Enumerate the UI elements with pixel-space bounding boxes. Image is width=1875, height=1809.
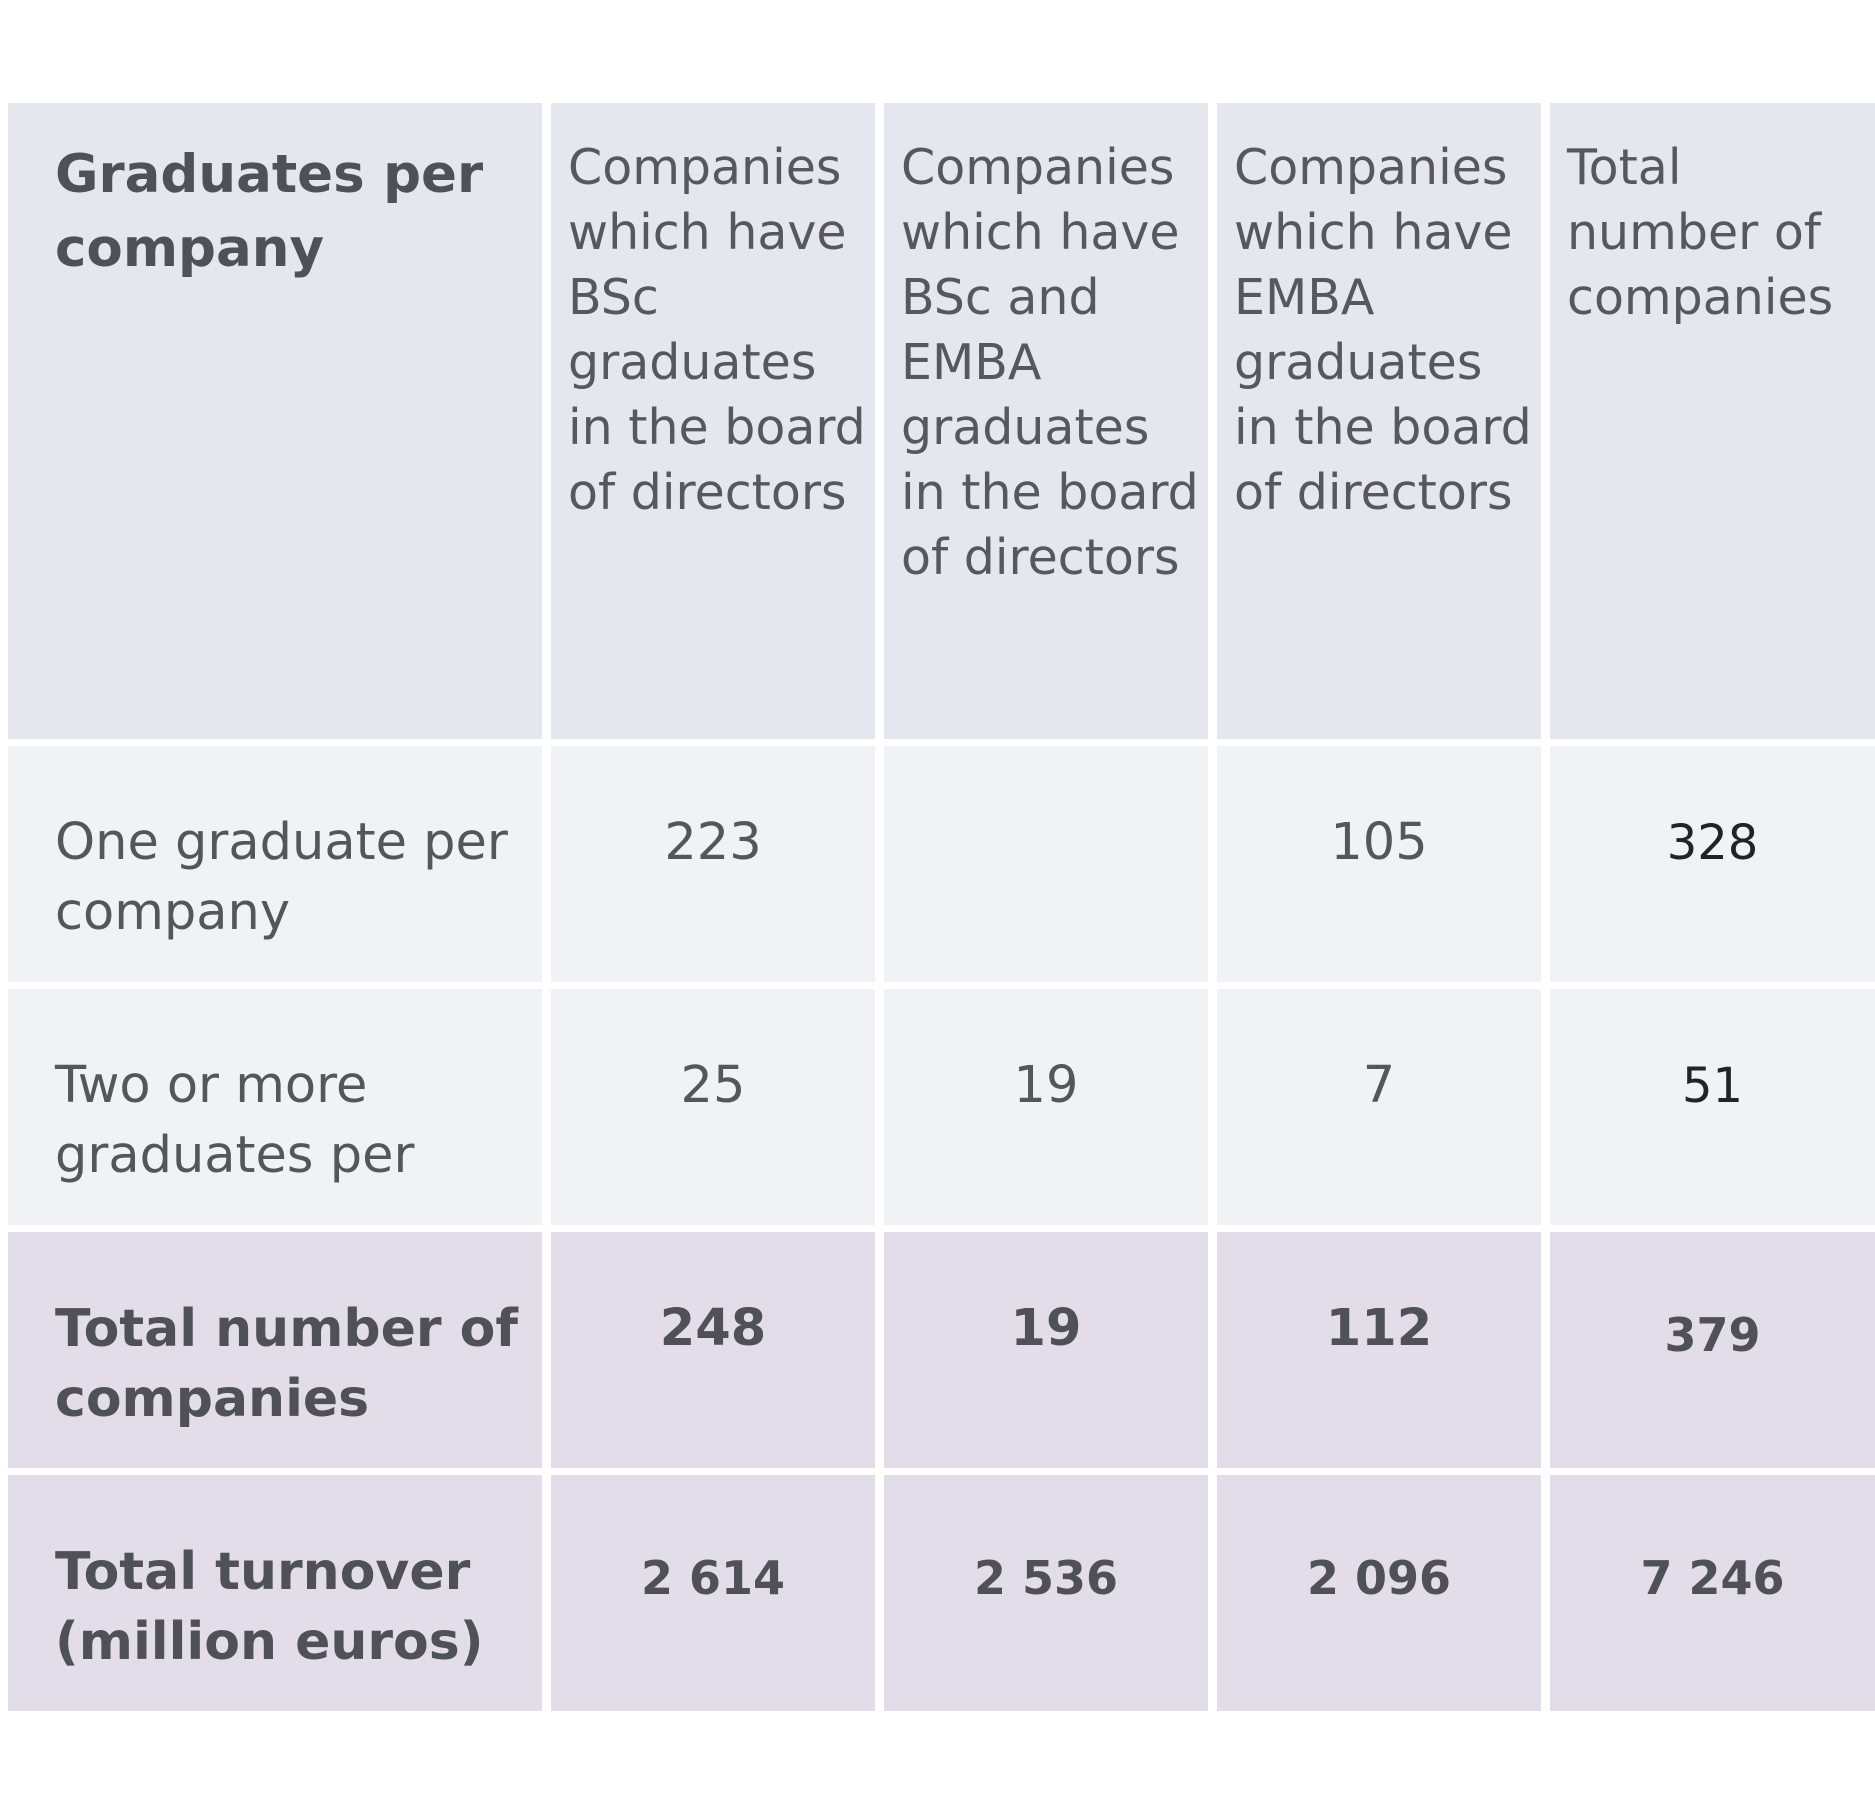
row-label-one-graduate: One graduate per company (8, 746, 542, 982)
cell-one-emba: 105 (1217, 746, 1541, 982)
header-col-bsc-emba: Companies which have BSc and EMBA gradua… (884, 103, 1208, 739)
turnover-emba: 2 096 (1217, 1475, 1541, 1711)
cell-two-bsc: 25 (551, 989, 875, 1225)
turnover-bsc: 2 614 (551, 1475, 875, 1711)
header-col-bsc: Companies which have BSc graduates in th… (551, 103, 875, 739)
header-col-total: Total number of companies (1550, 103, 1875, 739)
cell-two-total: 51 (1550, 989, 1875, 1225)
cell-two-bsc-emba: 19 (884, 989, 1208, 1225)
header-row-label: Graduates per company (8, 103, 542, 739)
total-companies-total: 379 (1550, 1232, 1875, 1468)
total-label-turnover: Total turnover (million euros) (8, 1475, 542, 1711)
cell-one-total: 328 (1550, 746, 1875, 982)
row-label-two-or-more: Two or more graduates per (8, 989, 542, 1225)
cell-two-emba: 7 (1217, 989, 1541, 1225)
turnover-bsc-emba: 2 536 (884, 1475, 1208, 1711)
turnover-total: 7 246 (1550, 1475, 1875, 1711)
total-companies-bsc: 248 (551, 1232, 875, 1468)
graduates-table: Graduates per company Companies which ha… (8, 103, 1875, 1711)
header-col-emba: Companies which have EMBA graduates in t… (1217, 103, 1541, 739)
total-companies-emba: 112 (1217, 1232, 1541, 1468)
cell-one-bsc-emba (884, 746, 1208, 982)
total-label-companies: Total number of companies (8, 1232, 542, 1468)
total-companies-bsc-emba: 19 (884, 1232, 1208, 1468)
cell-one-bsc: 223 (551, 746, 875, 982)
